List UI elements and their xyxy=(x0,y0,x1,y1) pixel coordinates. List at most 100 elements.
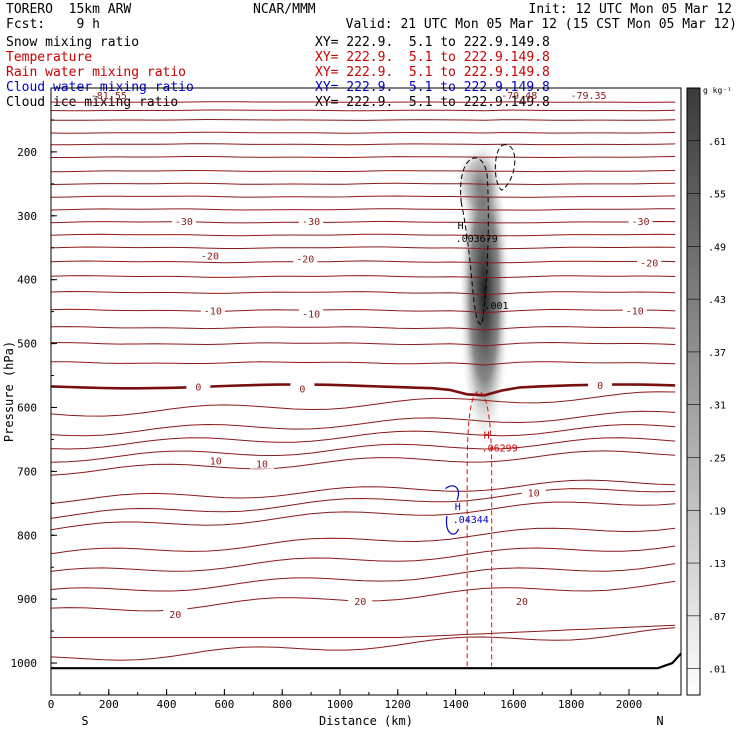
high-marker: H xyxy=(458,221,464,232)
south-label: S xyxy=(81,714,88,728)
temperature-contour xyxy=(51,624,676,638)
temperature-label: 0 xyxy=(299,384,305,395)
temperature-label: -20 xyxy=(296,255,314,266)
colorbar-level-label: .25 xyxy=(708,453,726,464)
surface-line-end xyxy=(657,652,682,670)
x-tick-label: 1800 xyxy=(558,698,585,711)
colorbar-level-label: .43 xyxy=(708,295,726,306)
temperature-label: 10 xyxy=(256,460,268,471)
temperature-contour xyxy=(50,361,676,366)
top-temperature-label: -81.55 xyxy=(91,91,127,102)
temperature-label: -20 xyxy=(640,258,658,269)
colorbar-level-label: .01 xyxy=(708,665,726,676)
x-tick-label: 1000 xyxy=(327,698,354,711)
x-tick-label: 1600 xyxy=(500,698,527,711)
north-label: N xyxy=(656,714,663,728)
x-tick-label: 0 xyxy=(48,698,55,711)
temperature-contour xyxy=(50,208,676,211)
colorbar-level-label: .61 xyxy=(708,137,726,148)
colorbar-level-label: .31 xyxy=(708,401,726,412)
temperature-label: -10 xyxy=(204,306,222,317)
legend-xy-range: XY= 222.9. 5.1 to 222.9.149.8 xyxy=(315,50,550,65)
y-tick-label: 300 xyxy=(17,210,37,223)
temperature-label: 10 xyxy=(528,488,540,499)
temperature-contour xyxy=(50,195,676,198)
temperature-label: -20 xyxy=(201,251,219,262)
temperature-contour xyxy=(50,220,676,224)
legend-field-name: Temperature xyxy=(6,50,93,65)
temperature-contour xyxy=(50,479,676,504)
rain-water-contour xyxy=(466,390,493,667)
legend-field-name: Rain water mixing ratio xyxy=(6,65,187,80)
high-value-label: .001 xyxy=(484,301,508,312)
colorbar-level-label: .07 xyxy=(708,612,726,623)
cloud-water-contour xyxy=(445,485,460,535)
colorbar-unit: g kg⁻¹ xyxy=(703,86,732,95)
model-title: TORERO 15km ARW xyxy=(6,2,132,17)
temperature-label: 20 xyxy=(516,597,528,608)
y-tick-label: 600 xyxy=(17,401,37,414)
y-tick-label: 200 xyxy=(17,146,37,159)
label-mask xyxy=(521,486,546,498)
label-mask xyxy=(510,595,535,607)
legend-xy-range: XY= 222.9. 5.1 to 222.9.149.8 xyxy=(315,65,550,80)
temperature-contour xyxy=(51,341,676,347)
temperature-label: -30 xyxy=(632,217,650,228)
temperature-contour xyxy=(50,308,676,314)
colorbar-level-label: .13 xyxy=(708,559,726,570)
label-mask xyxy=(622,304,647,316)
x-tick-label: 600 xyxy=(214,698,234,711)
cloud-ice-contour xyxy=(494,144,516,191)
temperature-contour xyxy=(50,101,676,104)
init-time: Init: 12 UTC Mon 05 Mar 12 xyxy=(528,2,733,17)
high-value-label: .06299 xyxy=(482,444,518,455)
x-tick-label: 400 xyxy=(157,698,177,711)
y-tick-label: 800 xyxy=(17,529,37,542)
label-mask xyxy=(186,380,211,392)
x-axis-title: Distance (km) xyxy=(319,714,413,728)
temperature-label: -10 xyxy=(626,306,644,317)
label-mask xyxy=(163,607,188,619)
x-tick-label: 800 xyxy=(272,698,292,711)
temperature-contour xyxy=(50,488,676,519)
high-value-label: .003679 xyxy=(456,234,498,245)
colorbar-level-label: .55 xyxy=(708,190,726,201)
x-tick-label: 2000 xyxy=(616,698,643,711)
temperature-contour xyxy=(50,563,676,592)
temperature-contour xyxy=(51,156,676,159)
top-temperature-label: -79.35 xyxy=(570,91,606,102)
plot-frame xyxy=(50,87,682,696)
temperature-label: -30 xyxy=(175,217,193,228)
temperature-contour xyxy=(50,391,676,417)
temperature-contour xyxy=(51,143,676,146)
y-tick-label: 900 xyxy=(17,593,37,606)
temperature-contour xyxy=(50,545,676,572)
temperature-contour xyxy=(50,260,676,264)
label-mask xyxy=(290,382,315,394)
center-name: NCAR/MMM xyxy=(253,2,316,17)
temperature-contour xyxy=(50,527,676,555)
cloud-ice-contour xyxy=(460,157,489,325)
temperature-contour xyxy=(50,182,676,186)
label-mask xyxy=(197,249,222,261)
label-mask xyxy=(628,214,653,226)
colorbar-level-label: .37 xyxy=(708,348,726,359)
temperature-label: 20 xyxy=(354,597,366,608)
temperature-contour xyxy=(50,169,676,173)
temperature-contour xyxy=(50,326,676,331)
label-mask xyxy=(203,454,228,466)
temperature-contour xyxy=(50,437,676,463)
x-tick-label: 1200 xyxy=(385,698,412,711)
colorbar-level-label: .19 xyxy=(708,506,726,517)
x-tick-label: 200 xyxy=(99,698,119,711)
high-marker: H xyxy=(484,431,490,442)
temperature-label: 20 xyxy=(169,610,181,621)
high-marker: H xyxy=(455,502,461,513)
temperature-contour xyxy=(50,131,676,134)
y-tick-label: 400 xyxy=(17,274,37,287)
temperature-label: -10 xyxy=(302,310,320,321)
colorbar-level-label: .49 xyxy=(708,242,726,253)
temperature-contour xyxy=(50,501,676,531)
label-mask xyxy=(588,379,613,391)
